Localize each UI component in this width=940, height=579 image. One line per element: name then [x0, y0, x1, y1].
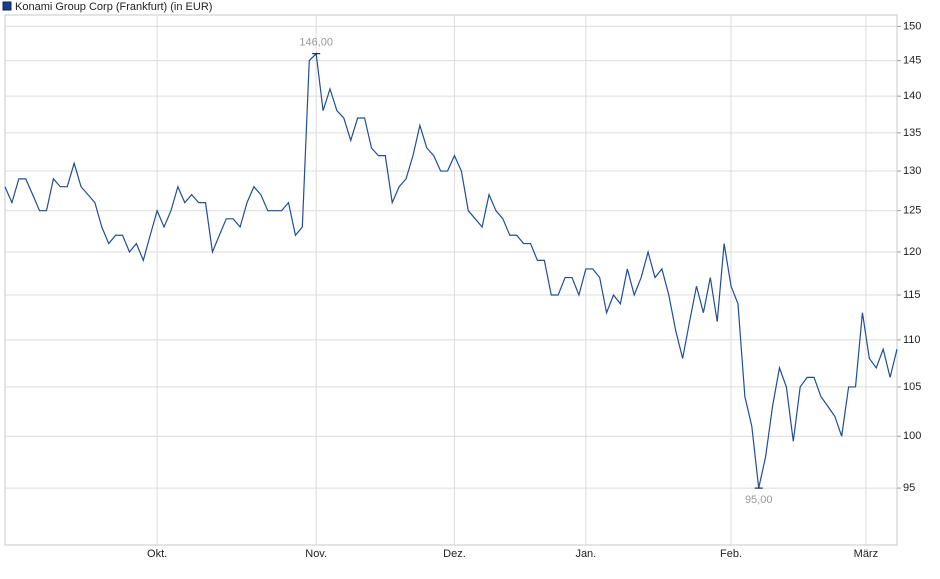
x-tick-label: Okt.	[147, 548, 167, 560]
value-label: 95,00	[745, 494, 773, 506]
x-tick-label: Jan.	[575, 548, 596, 560]
plot-area	[4, 14, 898, 546]
y-tick-label: 135	[903, 127, 921, 139]
x-tick-label: März	[854, 548, 878, 560]
y-tick-label: 150	[903, 20, 921, 32]
price-line	[4, 52, 898, 489]
y-tick-label: 115	[903, 289, 921, 301]
y-tick-label: 100	[903, 430, 921, 442]
y-tick-label: 145	[903, 55, 921, 67]
legend-swatch	[2, 1, 12, 11]
legend-label: Konami Group Corp (Frankfurt) (in EUR)	[15, 1, 212, 13]
x-tick-label: Nov.	[305, 548, 327, 560]
x-tick-label: Feb.	[720, 548, 742, 560]
value-label: 146,00	[299, 37, 333, 49]
y-tick-label: 140	[903, 90, 921, 102]
y-tick-label: 95	[903, 482, 915, 494]
x-tick-label: Dez.	[443, 548, 466, 560]
y-tick-label: 120	[903, 246, 921, 258]
y-tick-label: 110	[903, 334, 921, 346]
y-tick-label: 105	[903, 381, 921, 393]
y-tick-label: 125	[903, 205, 921, 217]
y-tick-label: 130	[903, 165, 921, 177]
